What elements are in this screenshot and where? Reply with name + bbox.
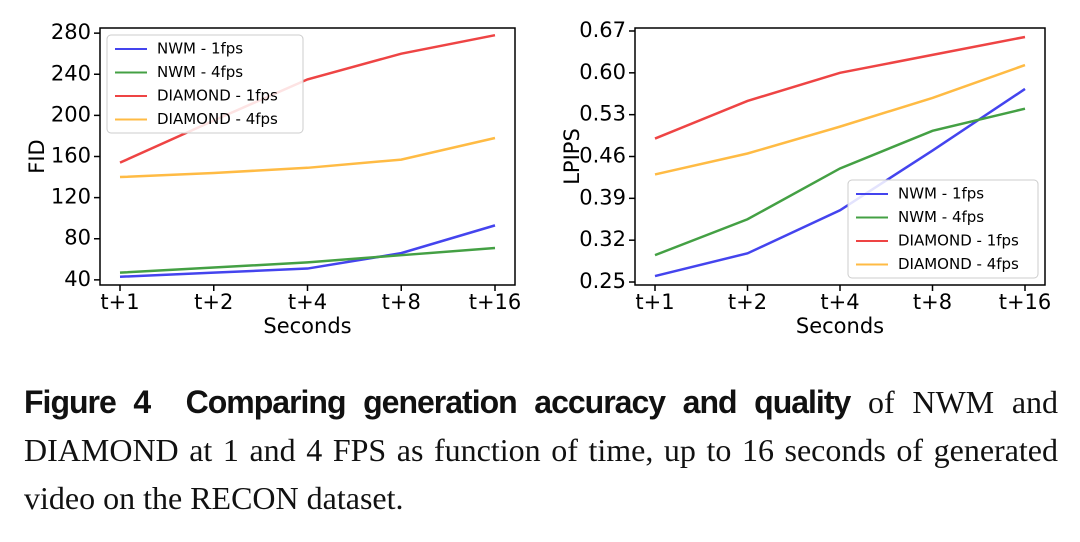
legend-box (106, 34, 304, 134)
legend-label: NWM - 4fps (898, 208, 984, 226)
figure-label: Figure 4 (24, 384, 151, 420)
y-tick-label: 200 (51, 102, 91, 126)
legend-box (847, 179, 1039, 279)
plot-frame (634, 27, 1046, 286)
x-tick-label: t+4 (288, 290, 327, 314)
series-line (119, 33, 496, 164)
x-tick-label: t+2 (194, 290, 233, 314)
y-tick-label: 80 (64, 226, 91, 250)
series-line (119, 136, 496, 179)
plot-frame (99, 27, 516, 286)
caption-title: Comparing generation accuracy and qualit… (185, 384, 852, 420)
y-tick-label: 0.32 (579, 227, 626, 251)
y-axis-label: FID (25, 139, 49, 173)
x-tick-label: t+1 (635, 290, 674, 314)
y-tick-label: 0.39 (579, 185, 626, 209)
legend-label: DIAMOND - 4fps (898, 255, 1019, 273)
series-line (119, 224, 496, 279)
x-axis-label: Seconds (263, 314, 351, 338)
legend-label: DIAMOND - 1fps (157, 87, 278, 105)
y-tick-label: 0.67 (579, 18, 626, 42)
caption-text: of NWM and DIAMOND at 1 and 4 FPS as fun… (24, 384, 1059, 516)
legend-label: DIAMOND - 4fps (157, 110, 278, 128)
figure: 40 80 120 160 200 240 280 t+1 t+2 t+4 t+8 t+16 Secon… (25, 18, 1052, 338)
legend-label: NWM - 4fps (157, 63, 243, 81)
x-tick-label: t+1 (100, 290, 139, 314)
x-tick-label: t+8 (913, 290, 952, 314)
y-tick-label: 0.25 (579, 269, 626, 293)
x-tick-label: t+4 (820, 290, 859, 314)
y-tick-label: 40 (64, 267, 91, 291)
legend-label: DIAMOND - 1fps (898, 232, 1019, 250)
x-tick-label: t+16 (999, 290, 1052, 314)
y-tick-label: 160 (51, 144, 91, 168)
series-line (654, 107, 1026, 257)
y-tick-label: 0.60 (579, 60, 626, 84)
legend-label: NWM - 1fps (157, 40, 243, 58)
series-line (654, 87, 1026, 278)
y-tick-label: 280 (51, 20, 91, 44)
caption: Figure 4 Comparing generation accuracy a… (24, 378, 1058, 522)
y-tick-label: 120 (51, 185, 91, 209)
x-tick-label: t+2 (728, 290, 767, 314)
x-axis-label: Seconds (796, 314, 884, 338)
series-line (119, 246, 496, 274)
legend-label: NWM - 1fps (898, 185, 984, 203)
y-tick-label: 240 (51, 61, 91, 85)
y-tick-label: 0.53 (579, 102, 626, 126)
x-tick-label: t+8 (382, 290, 421, 314)
x-tick-label: t+16 (469, 290, 522, 314)
y-tick-label: 0.46 (579, 144, 626, 168)
series-line (654, 63, 1026, 176)
series-line (654, 35, 1026, 140)
y-axis-label: LPIPS (560, 128, 584, 185)
